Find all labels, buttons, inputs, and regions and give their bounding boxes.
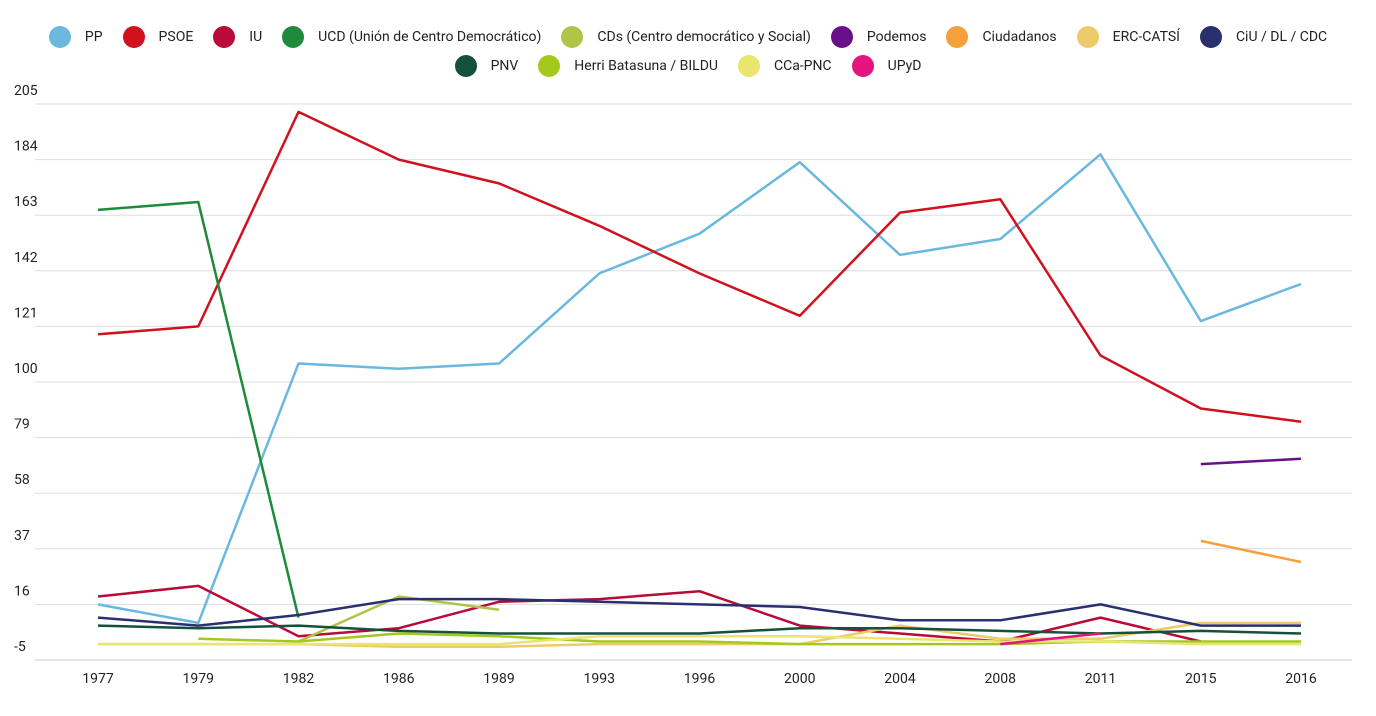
- legend-item[interactable]: UCD (Unión de Centro Democrático): [282, 26, 541, 48]
- x-tick-label: 1989: [483, 671, 514, 687]
- legend-item[interactable]: PNV: [454, 55, 519, 77]
- legend-item[interactable]: PSOE: [122, 26, 194, 48]
- legend-item[interactable]: ERC-CATSÍ: [1076, 26, 1180, 48]
- y-tick-label: 37: [14, 528, 30, 544]
- y-tick-label: 205: [14, 83, 38, 99]
- x-tick-label: 1977: [82, 671, 114, 687]
- legend-swatch: [946, 26, 969, 48]
- legend-item[interactable]: Ciudadanos: [946, 26, 1057, 48]
- legend-label: Ciudadanos: [982, 29, 1057, 45]
- y-tick-label: 184: [14, 139, 38, 155]
- legend-swatch: [282, 26, 305, 48]
- legend-label: PSOE: [158, 29, 194, 45]
- legend-item[interactable]: CiU / DL / CDC: [1199, 26, 1328, 48]
- legend-swatch: [48, 26, 71, 48]
- x-tick-label: 2015: [1185, 671, 1217, 687]
- y-tick-label: 16: [14, 583, 30, 599]
- legend-label: Podemos: [866, 29, 927, 45]
- x-tick-label: 2011: [1085, 671, 1116, 687]
- legend-swatch: [1199, 26, 1222, 48]
- legend-label: CCa-PNC: [773, 58, 832, 74]
- legend-label: ERC-CATSÍ: [1112, 29, 1180, 45]
- legend-swatch: [1076, 26, 1099, 48]
- series-line: [97, 110, 1302, 423]
- x-tick-label: 1993: [584, 671, 615, 687]
- legend-item[interactable]: CCa-PNC: [737, 55, 832, 77]
- legend-swatch: [538, 55, 561, 77]
- legend-item[interactable]: CDs (Centro democrático y Social): [561, 26, 811, 48]
- series-line: [97, 597, 1301, 627]
- y-tick-label: 58: [14, 472, 30, 488]
- legend-label: UCD (Unión de Centro Democrático): [318, 29, 542, 45]
- x-tick-label: 1982: [283, 671, 315, 687]
- x-tick-label: 2004: [884, 671, 916, 687]
- x-tick-label: 1986: [383, 671, 415, 687]
- legend: PP PSOE IU UCD (Unión de Centro Democrático…: [0, 26, 1376, 77]
- legend-label: CDs (Centro democrático y Social): [597, 29, 811, 45]
- x-tick-label: 1979: [183, 671, 214, 687]
- y-tick-label: 163: [14, 194, 38, 210]
- series-line: [97, 200, 300, 618]
- legend-label: PP: [84, 29, 103, 45]
- legend-swatch: [213, 26, 236, 48]
- x-tick-label: 2016: [1285, 671, 1317, 687]
- series-line: [1200, 457, 1302, 466]
- legend-swatch: [851, 55, 874, 77]
- legend-swatch: [122, 26, 145, 48]
- x-tick-label: 2008: [985, 671, 1017, 687]
- x-tick-label: 2000: [784, 671, 816, 687]
- legend-label: IU: [249, 29, 263, 45]
- y-tick-label: 79: [14, 417, 30, 433]
- legend-swatch: [454, 55, 477, 77]
- y-tick-label: -5: [14, 639, 26, 655]
- legend-label: PNV: [490, 58, 519, 74]
- legend-item[interactable]: IU: [213, 26, 262, 48]
- series-line: [97, 153, 1302, 625]
- legend-swatch: [737, 55, 760, 77]
- legend-item[interactable]: Herri Batasuna / BILDU: [538, 55, 718, 77]
- legend-item[interactable]: Podemos: [830, 26, 927, 48]
- y-tick-label: 142: [14, 250, 38, 266]
- legend-item[interactable]: PP: [48, 26, 103, 48]
- legend-label: CiU / DL / CDC: [1235, 29, 1328, 45]
- legend-swatch: [830, 26, 853, 48]
- y-tick-label: 121: [14, 305, 38, 321]
- legend-item[interactable]: UPyD: [851, 55, 922, 77]
- series-line: [98, 634, 1301, 646]
- legend-label: Herri Batasuna / BILDU: [574, 58, 718, 74]
- y-tick-label: 100: [14, 361, 38, 377]
- series-line: [97, 624, 1302, 635]
- series-line: [1200, 539, 1302, 564]
- x-tick-label: 1996: [684, 671, 716, 687]
- legend-swatch: [561, 26, 584, 48]
- legend-label: UPyD: [887, 58, 922, 74]
- series-line: [1000, 632, 1101, 646]
- series-line: [97, 584, 1202, 643]
